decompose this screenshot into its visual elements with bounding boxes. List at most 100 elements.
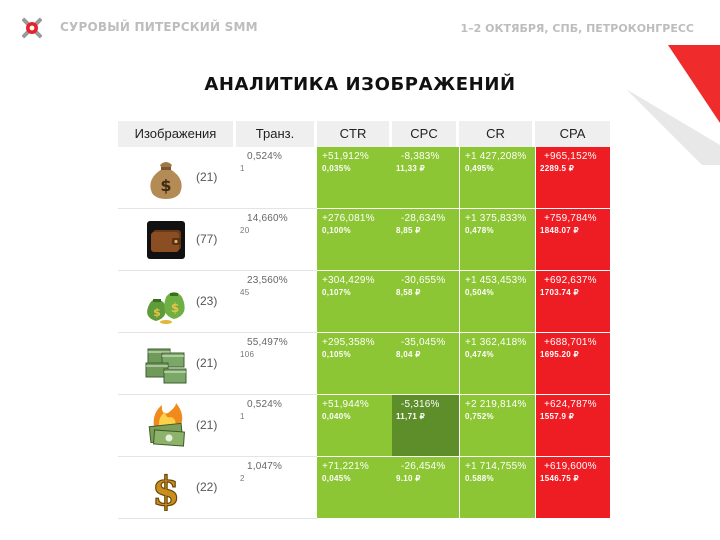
cpa-cell: +624,787% 1557.9 ₽ bbox=[535, 395, 610, 457]
table-row: (77) 14,660% 20 +276,081% 0,100% -28,634… bbox=[118, 209, 610, 271]
transactions-cell: 14,660% 20 bbox=[236, 209, 317, 271]
cpc-change: -26,454% bbox=[401, 461, 446, 472]
cpa-cell: +759,784% 1848.07 ₽ bbox=[535, 209, 610, 271]
cr-cell: +1 362,418% 0,474% bbox=[459, 333, 535, 395]
image-count: (77) bbox=[196, 232, 218, 246]
transactions-count: 106 bbox=[240, 350, 255, 359]
wallet-icon bbox=[147, 221, 185, 259]
image-cell: $ $ (23) bbox=[118, 271, 236, 333]
cr-cell: +1 453,453% 0,504% bbox=[459, 271, 535, 333]
cpc-cell: -8,383% 11,33 ₽ bbox=[392, 147, 459, 209]
cpc-value: 8,04 ₽ bbox=[396, 350, 421, 359]
image-count: (21) bbox=[196, 170, 218, 184]
ctr-cell: +276,081% 0,100% bbox=[317, 209, 392, 271]
svg-text:$: $ bbox=[152, 468, 180, 511]
cpa-change: +688,701% bbox=[544, 337, 597, 348]
table-row: $ (21) 0,524% 1 +51,912% 0,035% -8,383% … bbox=[118, 147, 610, 209]
cr-cell: +1 427,208% 0,495% bbox=[459, 147, 535, 209]
brand-name: СУРОВЫЙ ПИТЕРСКИЙ SMM bbox=[60, 20, 258, 34]
ctr-value: 0,105% bbox=[322, 350, 351, 359]
image-cell: (21) bbox=[118, 395, 236, 457]
cpa-change: +965,152% bbox=[544, 151, 597, 162]
column-header-cr: CR bbox=[459, 121, 535, 147]
cpc-value: 11,71 ₽ bbox=[396, 412, 425, 421]
ctr-value: 0,100% bbox=[322, 226, 351, 235]
image-cell: (77) bbox=[118, 209, 236, 271]
column-header-transactions: Транз. bbox=[236, 121, 317, 147]
transactions-share: 55,497% bbox=[247, 337, 288, 348]
ctr-cell: +295,358% 0,105% bbox=[317, 333, 392, 395]
cr-value: 0,474% bbox=[465, 350, 494, 359]
cpa-cell: +692,637% 1703.74 ₽ bbox=[535, 271, 610, 333]
cr-change: +1 362,418% bbox=[465, 337, 527, 348]
cpa-value: 1848.07 ₽ bbox=[540, 226, 579, 235]
transactions-cell: 0,524% 1 bbox=[236, 147, 317, 209]
cr-change: +1 453,453% bbox=[465, 275, 527, 286]
ctr-cell: +51,944% 0,040% bbox=[317, 395, 392, 457]
cpc-change: -35,045% bbox=[401, 337, 446, 348]
cr-value: 0,752% bbox=[465, 412, 494, 421]
slide-header: СУРОВЫЙ ПИТЕРСКИЙ SMM 1–2 ОКТЯБРЯ, СПБ, … bbox=[0, 0, 720, 165]
column-header-cpa: CPA bbox=[535, 121, 610, 147]
transactions-share: 23,560% bbox=[247, 275, 288, 286]
transactions-share: 14,660% bbox=[247, 213, 288, 224]
ctr-change: +51,912% bbox=[322, 151, 369, 162]
ctr-change: +71,221% bbox=[322, 461, 369, 472]
cpa-value: 1546.75 ₽ bbox=[540, 474, 579, 483]
corner-decoration bbox=[626, 45, 720, 165]
cr-value: 0.588% bbox=[465, 474, 494, 483]
cpc-value: 8,58 ₽ bbox=[396, 288, 421, 297]
cr-value: 0,504% bbox=[465, 288, 494, 297]
ctr-cell: +304,429% 0,107% bbox=[317, 271, 392, 333]
cpa-cell: +965,152% 2289.5 ₽ bbox=[535, 147, 610, 209]
cr-change: +2 219,814% bbox=[465, 399, 527, 410]
ctr-cell: +51,912% 0,035% bbox=[317, 147, 392, 209]
column-header-cpc: CPC bbox=[392, 121, 459, 147]
cr-cell: +1 375,833% 0,478% bbox=[459, 209, 535, 271]
cpc-change: -5,316% bbox=[401, 399, 440, 410]
svg-text:$: $ bbox=[171, 301, 179, 315]
cr-value: 0,478% bbox=[465, 226, 494, 235]
cpa-change: +759,784% bbox=[544, 213, 597, 224]
transactions-cell: 55,497% 106 bbox=[236, 333, 317, 395]
ctr-change: +304,429% bbox=[322, 275, 375, 286]
cpc-value: 9.10 ₽ bbox=[396, 474, 421, 483]
cr-value: 0,495% bbox=[465, 164, 494, 173]
transactions-count: 1 bbox=[240, 164, 245, 173]
cpa-cell: +619,600% 1546.75 ₽ bbox=[535, 457, 610, 519]
svg-text:$: $ bbox=[153, 306, 161, 319]
transactions-share: 0,524% bbox=[247, 151, 283, 162]
dollar-sign-icon: $ bbox=[151, 467, 180, 511]
cpc-cell: -30,655% 8,58 ₽ bbox=[392, 271, 459, 333]
transactions-share: 0,524% bbox=[247, 399, 283, 410]
cpa-value: 1703.74 ₽ bbox=[540, 288, 579, 297]
transactions-cell: 0,524% 1 bbox=[236, 395, 317, 457]
image-count: (21) bbox=[196, 418, 218, 432]
analytics-table: Изображения Транз. CTR CPC CR CPA $ (21)… bbox=[118, 121, 610, 519]
ctr-cell: +71,221% 0,045% bbox=[317, 457, 392, 519]
ctr-change: +295,358% bbox=[322, 337, 375, 348]
transactions-count: 20 bbox=[240, 226, 250, 235]
table-row: (21) 55,497% 106 +295,358% 0,105% -35,04… bbox=[118, 333, 610, 395]
ctr-value: 0,045% bbox=[322, 474, 351, 483]
transactions-count: 1 bbox=[240, 412, 245, 421]
table-row: (21) 0,524% 1 +51,944% 0,040% -5,316% 11… bbox=[118, 395, 610, 457]
cr-cell: +1 714,755% 0.588% bbox=[459, 457, 535, 519]
cr-change: +1 375,833% bbox=[465, 213, 527, 224]
cpc-change: -8,383% bbox=[401, 151, 440, 162]
cpc-change: -30,655% bbox=[401, 275, 446, 286]
cpc-cell: -28,634% 8,85 ₽ bbox=[392, 209, 459, 271]
image-count: (22) bbox=[196, 480, 218, 494]
cr-cell: +2 219,814% 0,752% bbox=[459, 395, 535, 457]
cpa-value: 1695.20 ₽ bbox=[540, 350, 579, 359]
event-info: 1–2 ОКТЯБРЯ, СПБ, ПЕТРОКОНГРЕСС bbox=[460, 22, 694, 35]
cpa-change: +619,600% bbox=[544, 461, 597, 472]
page-title: АНАЛИТИКА ИЗОБРАЖЕНИЙ bbox=[204, 74, 516, 95]
cpa-value: 1557.9 ₽ bbox=[540, 412, 575, 421]
cpc-value: 11,33 ₽ bbox=[396, 164, 425, 173]
cpa-value: 2289.5 ₽ bbox=[540, 164, 575, 173]
cash-stacks-icon bbox=[145, 348, 187, 384]
cpc-cell: -26,454% 9.10 ₽ bbox=[392, 457, 459, 519]
transactions-cell: 23,560% 45 bbox=[236, 271, 317, 333]
image-count: (21) bbox=[196, 356, 218, 370]
